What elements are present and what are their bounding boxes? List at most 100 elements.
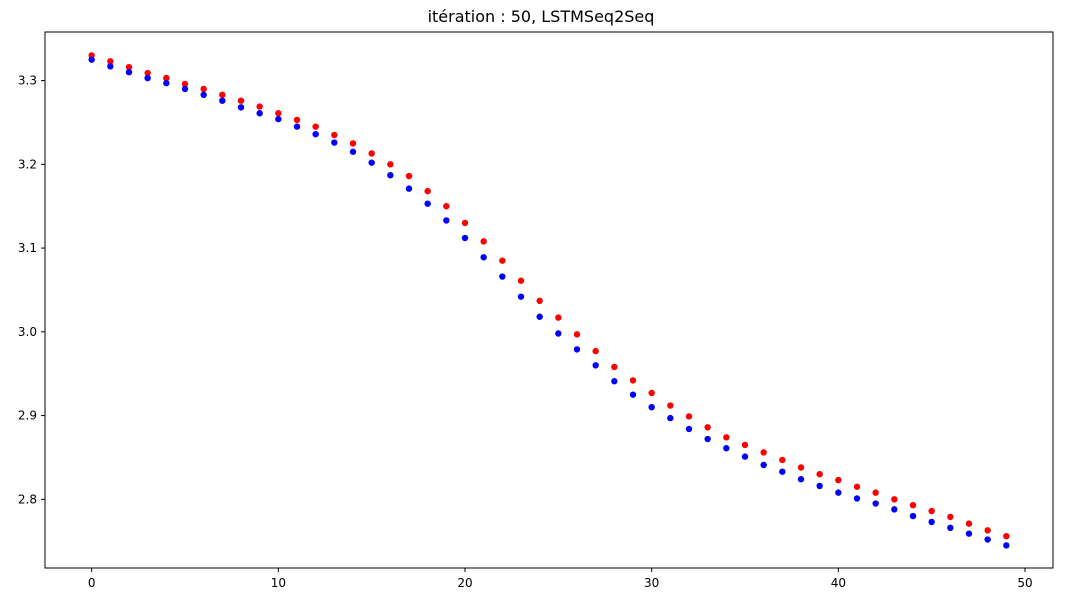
data-point [573, 346, 581, 353]
data-point [947, 513, 954, 521]
y-tick-label: 3.3 [18, 74, 37, 88]
data-point [256, 110, 263, 117]
data-point [405, 185, 413, 192]
data-point [835, 489, 842, 496]
data-point [835, 476, 842, 484]
data-point [965, 520, 973, 527]
x-tick-label: 0 [88, 576, 96, 590]
data-point [499, 257, 506, 264]
data-point [405, 172, 413, 180]
data-point [667, 414, 674, 422]
data-point [704, 424, 711, 431]
data-point [88, 56, 95, 63]
x-tick-label: 30 [644, 576, 659, 590]
data-point [368, 159, 375, 166]
x-tick-label: 50 [1017, 576, 1032, 590]
data-point [237, 97, 245, 104]
data-point [349, 140, 357, 147]
x-tick-label: 40 [831, 576, 846, 590]
data-point [387, 161, 394, 168]
data-point [1003, 532, 1010, 540]
data-point [480, 238, 487, 245]
data-point [760, 449, 767, 456]
data-point [984, 536, 991, 543]
data-point [872, 500, 879, 507]
data-point [723, 445, 730, 452]
x-tick-label: 20 [457, 576, 472, 590]
data-point [685, 425, 693, 433]
data-point [648, 404, 655, 411]
data-point [667, 402, 674, 409]
data-point [387, 172, 394, 179]
data-point [760, 461, 767, 469]
data-point [648, 389, 655, 397]
data-point [797, 476, 805, 483]
data-points [88, 52, 1010, 549]
data-point [947, 524, 954, 531]
data-point [517, 293, 525, 300]
data-point [461, 234, 469, 242]
data-point [592, 362, 599, 369]
data-point [107, 58, 114, 65]
data-point [125, 63, 133, 71]
data-point [573, 331, 581, 338]
data-point [293, 116, 301, 124]
data-point [443, 203, 450, 210]
data-point [629, 391, 637, 398]
data-point [181, 80, 189, 88]
data-point [536, 313, 543, 320]
plot-frame [44, 31, 1054, 569]
data-point [107, 63, 114, 70]
data-point [872, 489, 879, 496]
data-point [779, 468, 786, 475]
data-point [555, 314, 562, 321]
data-point [555, 330, 562, 337]
data-point [611, 378, 618, 385]
y-tick-label: 2.8 [18, 492, 37, 506]
data-point [741, 453, 749, 460]
data-point [723, 434, 730, 441]
data-point [331, 131, 338, 139]
data-point [592, 347, 599, 355]
data-point [797, 464, 805, 471]
data-point [779, 456, 786, 464]
data-point [144, 69, 151, 77]
data-point [200, 85, 207, 93]
data-point [480, 254, 487, 261]
data-point [424, 200, 431, 207]
data-point [163, 79, 170, 87]
data-point [293, 123, 301, 130]
data-point [611, 363, 618, 371]
data-point [536, 297, 543, 305]
data-point [312, 130, 319, 138]
y-axis: 2.8 2.9 3.0 3.1 3.2 3.3 [18, 74, 45, 506]
x-axis: 0 10 20 30 40 50 [88, 568, 1033, 590]
data-point [816, 482, 823, 490]
data-point [816, 471, 823, 478]
y-tick-label: 3.1 [18, 241, 37, 255]
data-point [499, 273, 506, 280]
data-point [685, 413, 693, 420]
data-point [629, 377, 637, 384]
data-point [443, 217, 450, 224]
data-point [424, 187, 431, 195]
data-point [331, 139, 338, 146]
data-point [125, 69, 133, 76]
data-point [349, 148, 357, 155]
data-point [853, 495, 861, 502]
y-tick-label: 3.0 [18, 325, 37, 339]
x-tick-label: 10 [271, 576, 286, 590]
data-point [368, 150, 375, 157]
data-point [928, 507, 935, 515]
data-point [181, 85, 189, 93]
series-0 [88, 52, 1010, 540]
data-point [200, 91, 207, 99]
data-point [984, 527, 991, 534]
data-point [741, 441, 749, 449]
data-point [928, 518, 935, 526]
series-1 [88, 56, 1010, 549]
data-point [704, 435, 711, 443]
data-point [461, 219, 469, 227]
chart-title: itération : 50, LSTMSeq2Seq [428, 7, 655, 26]
